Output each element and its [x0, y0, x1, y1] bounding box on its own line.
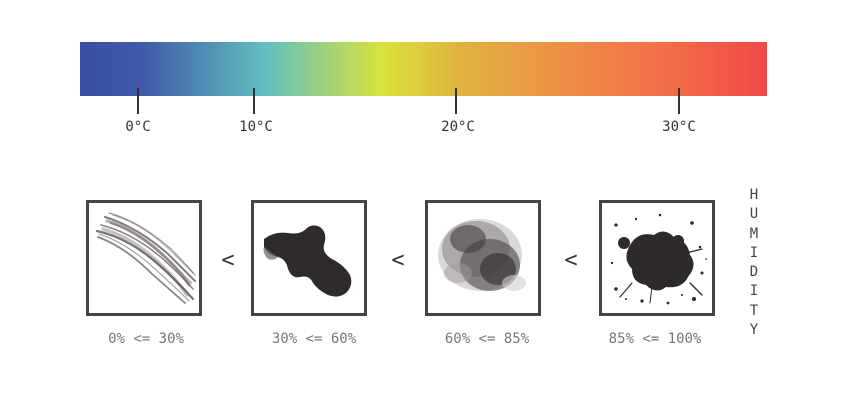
less-than-symbol-2: < — [391, 248, 405, 273]
tick-label-30c: 30°C — [662, 119, 696, 135]
range-label-60-85: 60% <= 85% — [444, 331, 530, 347]
humidity-swatch-dry — [86, 200, 202, 316]
tick-mark-10c — [253, 88, 255, 114]
watercolor-blot-icon — [438, 219, 526, 291]
humidity-letter: D — [749, 264, 759, 281]
dry-brush-stroke-icon — [95, 212, 196, 304]
tick-mark-30c — [678, 88, 680, 114]
humidity-letter: U — [749, 206, 759, 223]
tick-label-0c: 0°C — [125, 119, 151, 135]
tick-mark-0c — [137, 88, 139, 114]
tick-label-20c: 20°C — [441, 119, 475, 135]
tick-label-10c: 10°C — [239, 119, 273, 135]
humidity-letter: I — [749, 283, 759, 300]
humidity-swatch-saturated — [599, 200, 715, 316]
tick-mark-20c — [455, 88, 457, 114]
less-than-symbol-1: < — [221, 248, 235, 273]
humidity-letter: I — [749, 244, 759, 261]
range-label-30-60: 30% <= 60% — [271, 331, 357, 347]
humidity-letter: H — [749, 187, 759, 203]
solid-wave-stroke-icon — [263, 225, 352, 297]
humidity-letter: M — [749, 225, 759, 242]
range-label-85-100: 85% <= 100% — [608, 331, 702, 347]
humidity-swatch-humid — [425, 200, 541, 316]
ink-splatter-icon — [610, 213, 707, 305]
range-label-0-30: 0% <= 30% — [108, 331, 184, 347]
temperature-color-bar — [80, 42, 767, 96]
less-than-symbol-3: < — [564, 248, 578, 273]
humidity-letter: Y — [749, 322, 759, 339]
humidity-letter: T — [749, 302, 759, 319]
humidity-swatch-moderate — [251, 200, 367, 316]
